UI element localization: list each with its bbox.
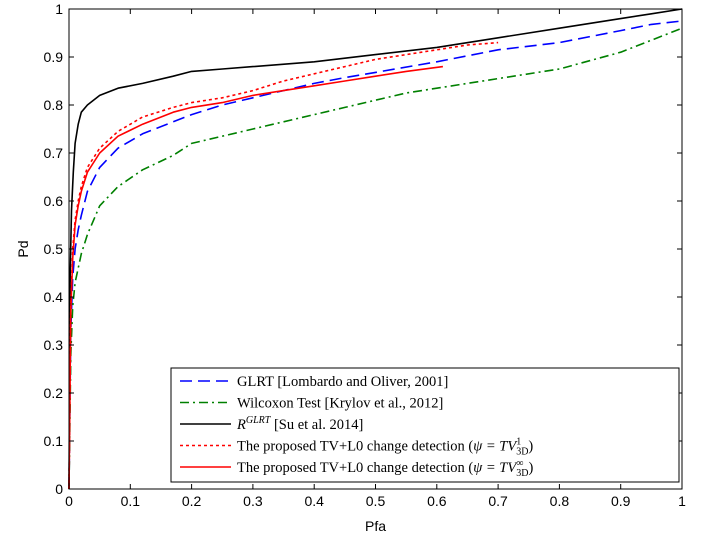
- y-tick-label: 0.3: [44, 337, 64, 353]
- y-tick-label: 0.5: [44, 241, 64, 257]
- y-tick-label: 0.7: [44, 145, 64, 161]
- x-axis-label: Pfa: [365, 518, 386, 534]
- series-line-1: [68, 20, 683, 490]
- y-tick-label: 1: [55, 1, 63, 17]
- legend: GLRT [Lombardo and Oliver, 2001] Wilcoxon…: [170, 367, 680, 483]
- y-tick-label: 0.8: [44, 97, 64, 113]
- plot-area: [68, 8, 683, 490]
- series-line-5: [68, 65, 444, 490]
- legend-label-1: GLRT [Lombardo and Oliver, 2001]: [237, 374, 448, 390]
- x-tick-label: 0.6: [427, 493, 447, 509]
- y-tick-label: 0: [55, 481, 63, 497]
- y-tick-label: 0.2: [44, 385, 64, 401]
- plot-frame: [68, 8, 683, 490]
- x-tick-label: 0.4: [304, 493, 324, 509]
- x-tick-label: 0.7: [488, 493, 508, 509]
- x-tick-label: 0.8: [550, 493, 570, 509]
- x-tick-label: 0.5: [366, 493, 386, 509]
- x-tick-label: 0: [65, 493, 73, 509]
- series-line-3: [68, 8, 683, 490]
- y-tick-label: 0.9: [44, 49, 64, 65]
- legend-label-2: Wilcoxon Test [Krylov et al., 2012]: [237, 396, 443, 412]
- x-tick-label: 0.2: [182, 493, 202, 509]
- legend-label-3: RGLRT [Su et al. 2014]: [236, 415, 363, 433]
- legend-label-4: The proposed TV+L0 change detection (ψ =…: [237, 437, 533, 458]
- x-tick-label: 1: [678, 493, 686, 509]
- series-line-2: [68, 27, 683, 490]
- legend-label-5: The proposed TV+L0 change detection (ψ =…: [237, 458, 533, 479]
- x-tick-label: 0.9: [611, 493, 631, 509]
- y-tick-label: 0.1: [44, 433, 64, 449]
- y-tick-label: 0.4: [44, 289, 64, 305]
- axis-ticks: 0 0.1 0.2 0.3 0.4 0.5 0.6 0.7 0.8 0.9 1 0 0.1 0.2 0.3 0…: [44, 1, 687, 509]
- y-tick-label: 0.6: [44, 193, 64, 209]
- x-tick-label: 0.1: [121, 493, 141, 509]
- y-axis-label: Pd: [15, 240, 31, 257]
- x-tick-label: 0.3: [243, 493, 263, 509]
- legend-box: [170, 367, 680, 483]
